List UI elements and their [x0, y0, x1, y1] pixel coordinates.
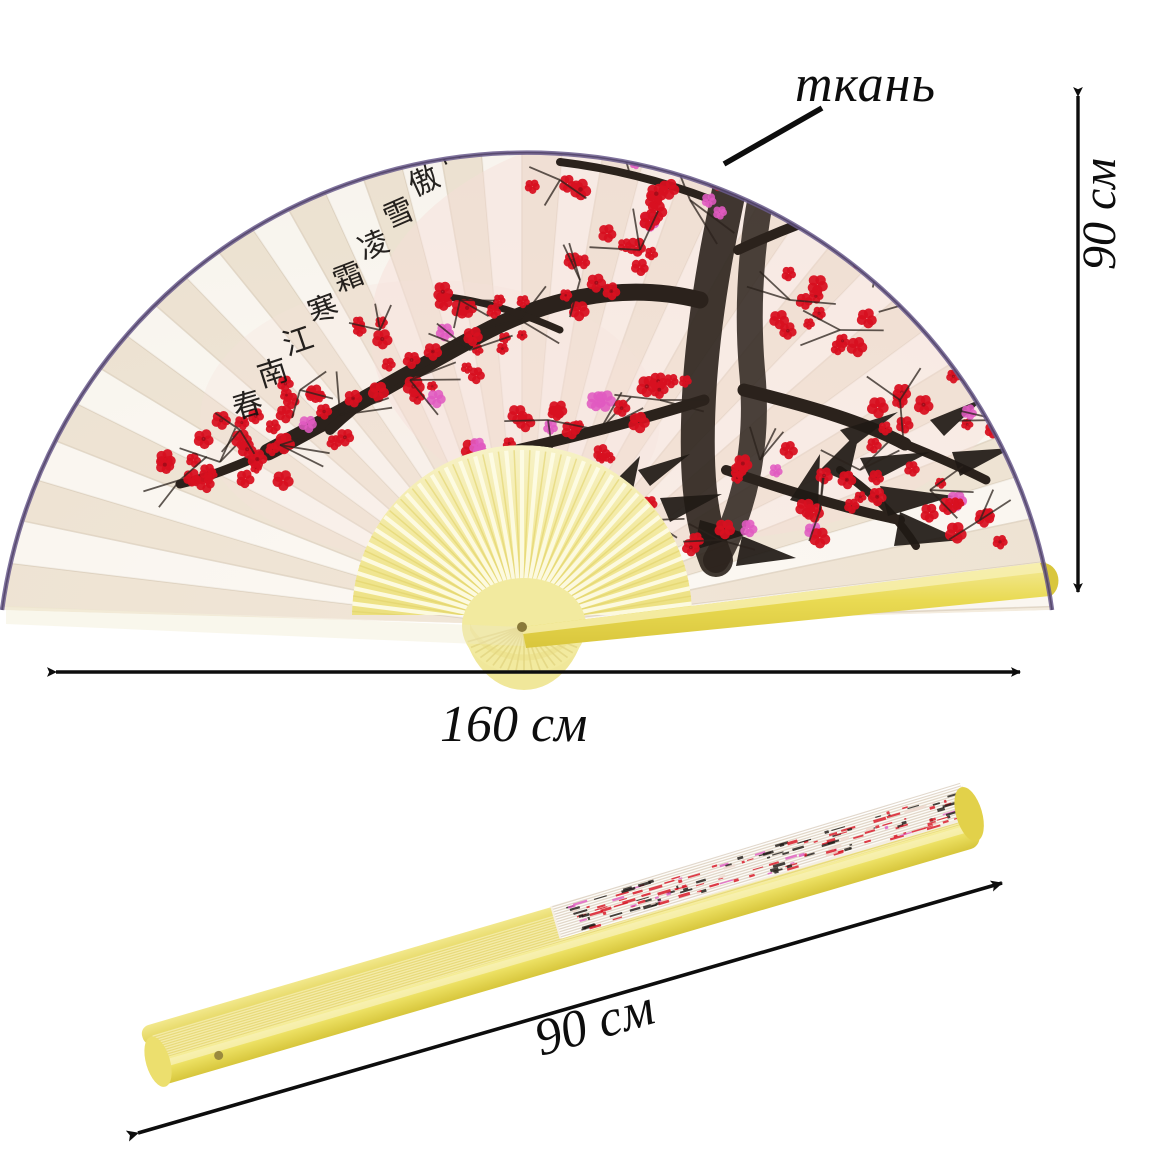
fan-guard-sticks [6, 562, 1059, 648]
fan-edge-trim-inner [1, 151, 1053, 611]
height-label: 90 см [1073, 158, 1126, 270]
fabric-label: ткань [795, 56, 937, 113]
pivot-rivet [517, 622, 527, 632]
fabric-leader-line [722, 105, 824, 167]
depth-dimension-arrow [125, 880, 1003, 1142]
width-label: 160 см [440, 696, 588, 753]
